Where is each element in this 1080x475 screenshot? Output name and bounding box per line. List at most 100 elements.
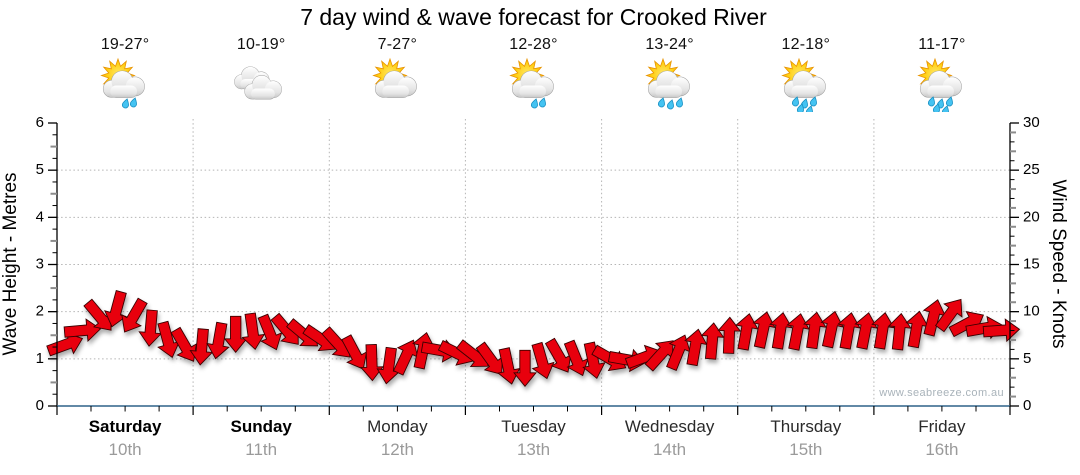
wind-arrow xyxy=(513,349,537,388)
wave-axis-tick-label: 0 xyxy=(36,397,44,414)
temperature-range: 13-24° xyxy=(645,36,694,53)
wind-arrow xyxy=(189,328,214,366)
day-forecast-header: 7-27° xyxy=(329,36,465,112)
day-name: Thursday xyxy=(770,417,842,436)
raindrop-icon xyxy=(791,96,799,107)
raindrop-icon xyxy=(530,98,538,109)
wind-arrow xyxy=(837,312,861,350)
wave-axis-tick-label: 1 xyxy=(36,350,44,367)
day-date: 16th xyxy=(925,440,959,459)
temperature-range: 11-17° xyxy=(918,36,966,53)
cloud-icon xyxy=(511,70,554,98)
wind-arrow xyxy=(769,312,793,350)
temperature-range: 12-28° xyxy=(509,36,558,53)
wind-arrow xyxy=(684,328,708,367)
raindrop-icon xyxy=(666,99,674,110)
wind-axis-tick-label: 25 xyxy=(1023,161,1040,178)
cloud-icon xyxy=(919,70,962,98)
wind-arrow xyxy=(786,313,810,351)
wind-arrow xyxy=(752,311,776,349)
day-forecast-header: 11-17° xyxy=(874,36,1010,112)
weather-icon-sun-cloud-showers xyxy=(57,56,193,112)
watermark: www.seabreeze.com.au xyxy=(878,387,1004,399)
wind-arrow xyxy=(497,347,521,385)
wind-arrow xyxy=(206,321,230,360)
cloud-icon xyxy=(375,70,418,98)
weather-icon-sun-cloud-rain xyxy=(874,56,1010,112)
day-name: Monday xyxy=(367,417,428,436)
wind-arrow xyxy=(170,326,197,362)
raindrop-icon xyxy=(796,103,804,112)
raindrop-icon xyxy=(945,96,953,107)
day-forecast-header: 19-27° xyxy=(57,36,193,112)
wave-axis-tick-label: 5 xyxy=(36,161,44,178)
wave-axis-tick-label: 2 xyxy=(36,303,44,320)
day-forecast-header: 12-28° xyxy=(466,36,602,112)
page-title: 7 day wind & wave forecast for Crooked R… xyxy=(300,4,767,30)
temperature-range: 19-27° xyxy=(100,36,150,53)
raindrop-icon xyxy=(657,97,665,108)
axes: 0 1 2 3 4 5 6 0 5 10 15 20 25 30 xyxy=(36,114,1040,415)
wind-axis-tick-label: 0 xyxy=(1023,397,1031,414)
raindrop-icon xyxy=(932,103,940,112)
wind-arrow xyxy=(121,297,148,333)
cloud-icon xyxy=(244,75,283,100)
weather-icon-sun-cloud xyxy=(329,56,465,112)
raindrop-icon xyxy=(809,96,817,107)
day-forecast-header: 13-24° xyxy=(602,36,738,112)
wave-axis-tick-label: 6 xyxy=(36,114,44,131)
day-date: 11th xyxy=(245,440,278,459)
weather-icon-sun-cloud-showers xyxy=(466,56,602,112)
wind-arrow xyxy=(531,341,555,380)
wind-arrow xyxy=(257,313,283,351)
day-date: 10th xyxy=(108,440,142,459)
day-name: Saturday xyxy=(88,417,162,436)
day-date: 12th xyxy=(380,440,414,459)
day-date: 15th xyxy=(789,440,823,459)
wind-arrow xyxy=(871,312,895,350)
day-name: Wednesday xyxy=(624,417,715,436)
temperature-range: 12-18° xyxy=(781,36,831,53)
wind-arrow xyxy=(341,334,368,370)
day-forecast-header: 10-19° xyxy=(193,36,329,112)
wind-arrow xyxy=(803,311,827,350)
wind-arrow xyxy=(63,318,102,343)
raindrop-icon xyxy=(538,97,546,108)
weather-icon-sun-cloud-rain xyxy=(738,56,874,112)
raindrop-icon xyxy=(122,98,130,109)
wind-arrow xyxy=(820,310,844,349)
weather-icon-sun-cloud-showers xyxy=(602,56,738,112)
left-axis-label: Wave Height - Metres xyxy=(0,172,21,355)
wind-arrow xyxy=(360,343,384,382)
day-name: Friday xyxy=(918,417,966,436)
raindrop-icon xyxy=(130,97,138,108)
wind-arrow xyxy=(887,312,912,351)
raindrop-icon xyxy=(927,96,935,107)
cloud-icon xyxy=(783,70,826,98)
wave-axis-tick-label: 3 xyxy=(36,255,44,272)
wind-arrow xyxy=(241,312,266,351)
wind-arrow xyxy=(582,341,606,380)
wind-arrow xyxy=(717,316,742,354)
temperature-range: 7-27° xyxy=(377,36,418,53)
wind-axis-tick-label: 30 xyxy=(1023,114,1040,131)
cloud-icon xyxy=(103,70,145,98)
wind-axis-tick-label: 15 xyxy=(1023,255,1040,272)
weather-icon-cloudy xyxy=(193,56,329,112)
temperature-range: 10-19° xyxy=(236,36,286,53)
wind-arrow xyxy=(854,312,878,350)
wind-axis-tick-label: 20 xyxy=(1023,208,1040,225)
raindrop-icon xyxy=(675,97,683,108)
wind-wave-arrow-band xyxy=(46,290,1021,388)
day-date: 13th xyxy=(516,440,551,459)
wind-arrow xyxy=(563,339,589,377)
wave-axis-tick-label: 4 xyxy=(36,208,44,225)
raindrop-icon xyxy=(805,105,813,112)
wind-axis-tick-label: 10 xyxy=(1023,303,1040,320)
wind-arrow xyxy=(735,313,759,351)
wind-axis-tick-label: 5 xyxy=(1023,350,1031,367)
wind-arrow xyxy=(700,322,725,360)
day-name: Tuesday xyxy=(501,417,566,436)
